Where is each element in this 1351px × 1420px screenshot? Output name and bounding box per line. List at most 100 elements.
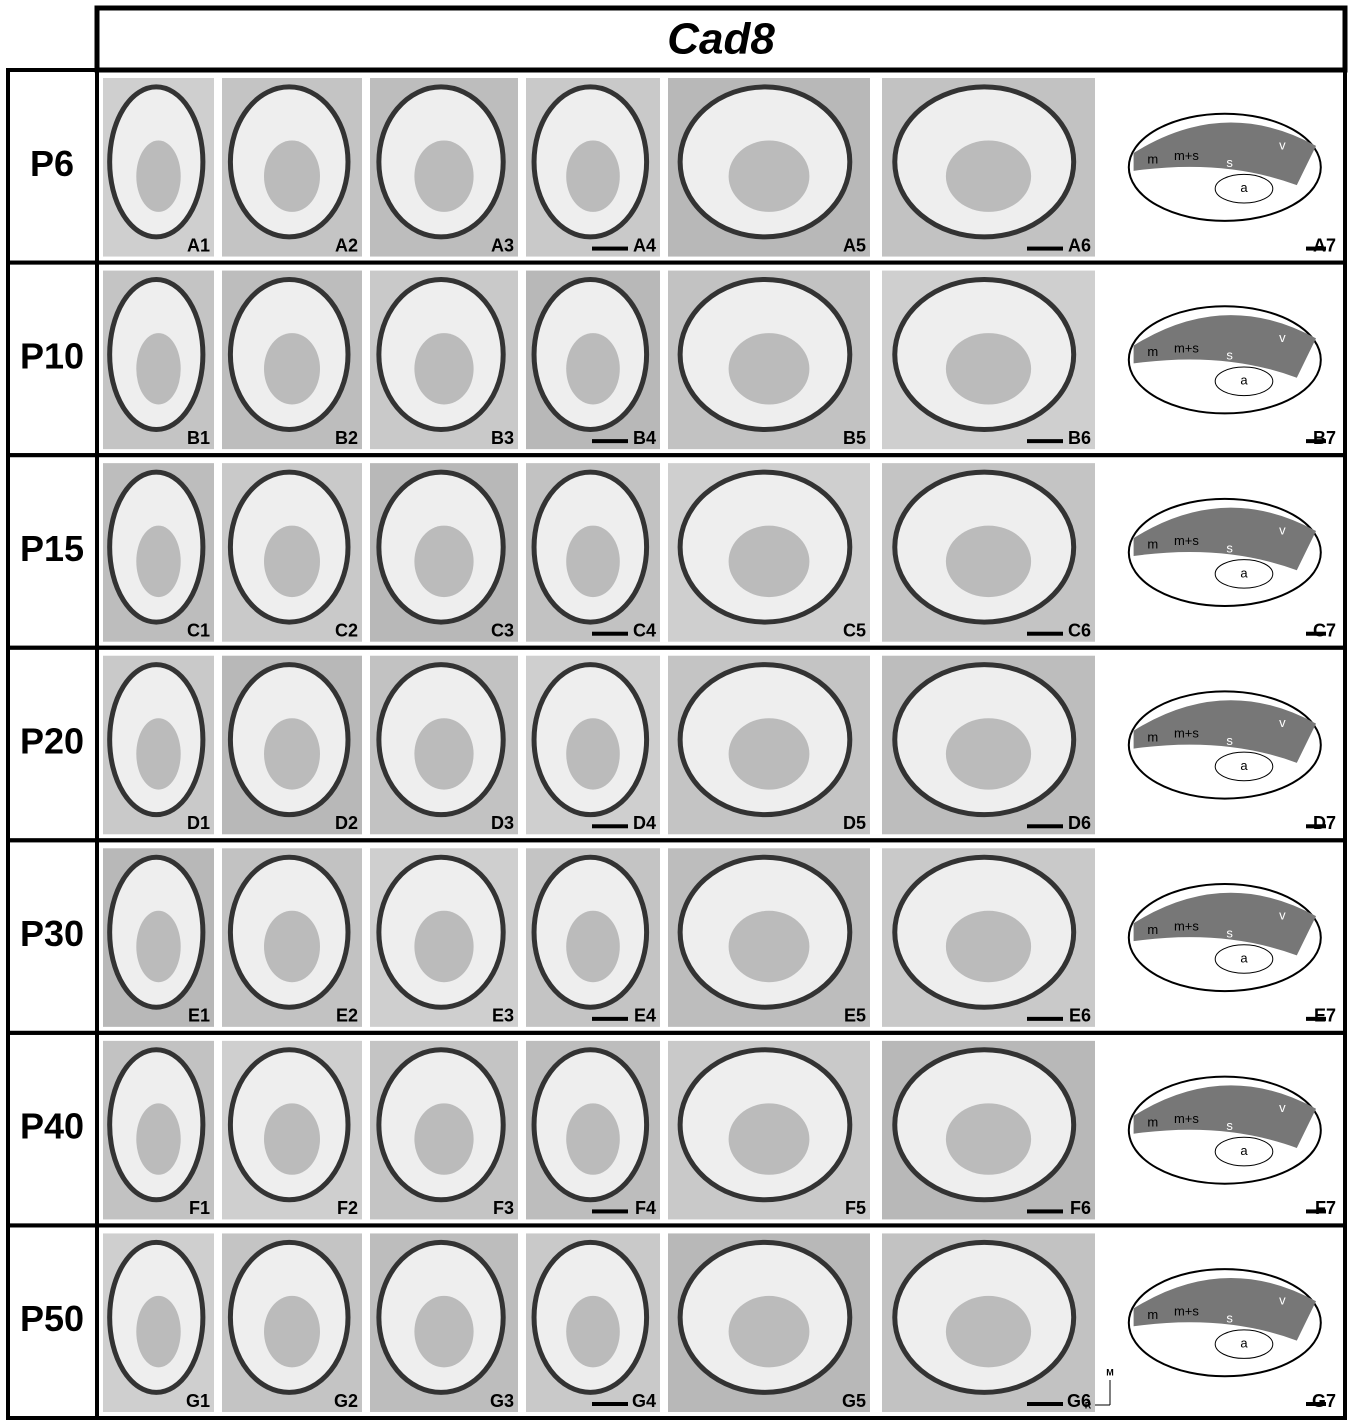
panel-label: G1	[186, 1391, 210, 1411]
schematic-label: v	[1279, 137, 1286, 152]
figure: Cad8 P6A1A2A3A4A5A6mm+ssvaA7P10B1B2B3B4B…	[0, 0, 1351, 1420]
schematic-label: s	[1226, 155, 1233, 170]
brain-inner	[729, 526, 810, 597]
schematic-label: m	[1147, 537, 1158, 552]
panel-label: F4	[635, 1198, 656, 1218]
panel-label: E5	[844, 1006, 866, 1026]
orientation-label: R	[1085, 1400, 1092, 1410]
panel-label: D7	[1313, 813, 1336, 833]
brain-inner	[566, 1103, 620, 1174]
brain-inner	[414, 718, 473, 789]
schematic-label: m	[1147, 729, 1158, 744]
panel-label: G4	[632, 1391, 656, 1411]
scale-bar	[592, 439, 628, 443]
row-label: P10	[20, 335, 84, 376]
panel-label: E4	[634, 1006, 656, 1026]
panel-label: D6	[1068, 813, 1091, 833]
schematic-label: a	[1240, 180, 1248, 195]
brain-inner	[264, 1296, 320, 1367]
scale-bar	[592, 1402, 628, 1406]
scale-bar	[1027, 247, 1063, 251]
brain-inner	[946, 526, 1031, 597]
brain-inner	[566, 718, 620, 789]
brain-inner	[946, 1296, 1031, 1367]
schematic-label: v	[1279, 1100, 1286, 1115]
brain-inner	[566, 526, 620, 597]
brain-inner	[729, 141, 810, 212]
scale-bar	[1027, 1017, 1063, 1021]
panel-label: F1	[189, 1198, 210, 1218]
brain-inner	[566, 911, 620, 982]
schematic-label: v	[1279, 522, 1286, 537]
schematic-label: m	[1147, 344, 1158, 359]
panel-label: G5	[842, 1391, 866, 1411]
schematic-label: m+s	[1174, 726, 1199, 741]
schematic-label: m+s	[1174, 533, 1199, 548]
brain-inner	[566, 1296, 620, 1367]
row-label: P40	[20, 1106, 84, 1147]
brain-inner	[729, 333, 810, 404]
brain-inner	[946, 911, 1031, 982]
schematic-label: a	[1240, 565, 1248, 580]
brain-inner	[136, 526, 180, 597]
schematic-label: m	[1147, 1114, 1158, 1129]
panel-label: F2	[337, 1198, 358, 1218]
panel-label: C3	[491, 620, 514, 640]
panel-label: E2	[336, 1006, 358, 1026]
panel-label: C7	[1313, 620, 1336, 640]
schematic-label: m+s	[1174, 1111, 1199, 1126]
panel-label: F3	[493, 1198, 514, 1218]
row-label: P6	[30, 143, 74, 184]
schematic-label: m	[1147, 1307, 1158, 1322]
schematic-label: m+s	[1174, 148, 1199, 163]
figure-title: Cad8	[667, 15, 775, 64]
panel-label: F6	[1070, 1198, 1091, 1218]
brain-inner	[414, 1103, 473, 1174]
brain-inner	[946, 1103, 1031, 1174]
brain-inner	[729, 1296, 810, 1367]
panel-label: A4	[633, 235, 656, 255]
panel-label: F5	[845, 1198, 866, 1218]
schematic-label: s	[1226, 1311, 1233, 1326]
brain-inner	[136, 911, 180, 982]
row-label: P50	[20, 1298, 84, 1339]
panel-label: A2	[335, 235, 358, 255]
schematic-label: v	[1279, 908, 1286, 923]
scale-bar	[592, 632, 628, 636]
panel-label: A6	[1068, 235, 1091, 255]
schematic-label: s	[1226, 733, 1233, 748]
scale-bar	[1027, 1402, 1063, 1406]
schematic-label: s	[1226, 925, 1233, 940]
panel-label: F7	[1315, 1198, 1336, 1218]
schematic-label: s	[1226, 348, 1233, 363]
brain-inner	[264, 526, 320, 597]
row-label: P20	[20, 721, 84, 762]
brain-inner	[566, 141, 620, 212]
panel-label: C6	[1068, 620, 1091, 640]
row-label: P15	[20, 528, 84, 569]
brain-inner	[136, 141, 180, 212]
brain-inner	[264, 333, 320, 404]
brain-inner	[946, 141, 1031, 212]
panel-label: D2	[335, 813, 358, 833]
panel-label: A1	[187, 235, 210, 255]
brain-inner	[414, 141, 473, 212]
brain-inner	[729, 1103, 810, 1174]
panel-label: C1	[187, 620, 210, 640]
row-label: P30	[20, 913, 84, 954]
scale-bar	[592, 247, 628, 251]
panel-label: E3	[492, 1006, 514, 1026]
scale-bar	[1027, 824, 1063, 828]
panel-label: B3	[491, 428, 514, 448]
schematic-label: s	[1226, 1118, 1233, 1133]
schematic-label: a	[1240, 950, 1248, 965]
brain-inner	[414, 526, 473, 597]
schematic-label: a	[1240, 1336, 1248, 1351]
brain-inner	[729, 718, 810, 789]
schematic-label: m+s	[1174, 1303, 1199, 1318]
scale-bar	[1027, 439, 1063, 443]
scale-bar	[592, 1017, 628, 1021]
brain-inner	[136, 1296, 180, 1367]
panel-label: B1	[187, 428, 210, 448]
schematic-label: a	[1240, 373, 1248, 388]
